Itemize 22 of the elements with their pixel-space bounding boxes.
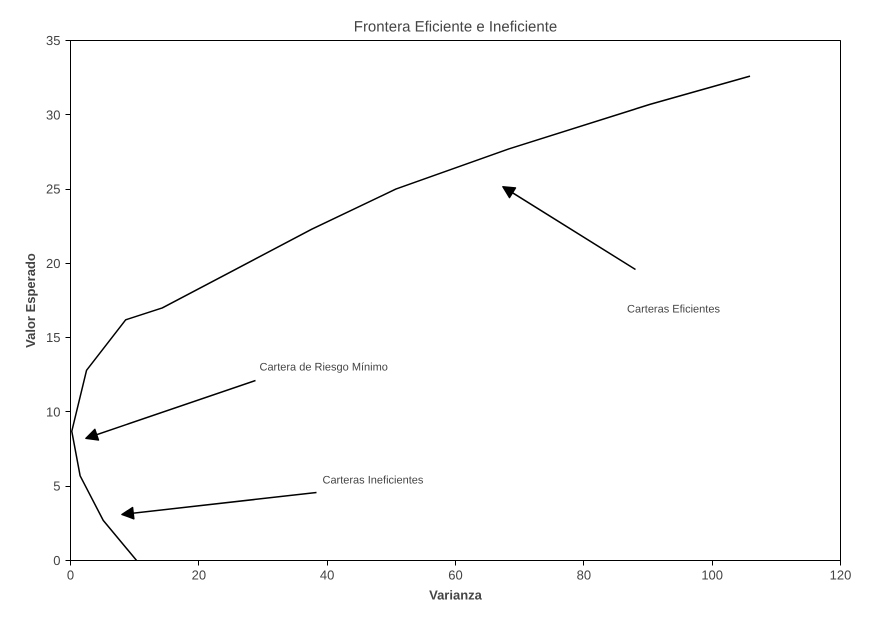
line-series	[71, 75, 751, 560]
x-tick-label: 40	[320, 568, 334, 582]
x-axis-title: Varianza	[429, 588, 483, 602]
annotation: Cartera de Riesgo Mínimo	[260, 362, 388, 374]
y-tick-label: 5	[53, 478, 61, 494]
y-tick-label: 20	[46, 256, 61, 271]
y-tick-label: 10	[46, 404, 61, 420]
x-tick-label: 120	[830, 568, 852, 582]
y-axis-title: Valor Esperado	[23, 253, 38, 348]
annotation: Carteras Eficientes	[627, 304, 720, 316]
x-tick-label: 60	[448, 568, 463, 582]
chart-title: Frontera Eficiente e Ineficiente	[354, 18, 558, 36]
y-tick-label: 35	[46, 33, 61, 48]
y-tick-label: 15	[46, 330, 61, 346]
y-tick-label: 0	[53, 553, 61, 568]
y-tick-label: 30	[46, 107, 61, 122]
annotation: Carteras Ineficientes	[322, 474, 424, 486]
x-tick-label: 20	[192, 568, 206, 582]
x-tick-label: 100	[701, 568, 724, 582]
x-tick-label: 80	[576, 568, 592, 582]
y-tick-label: 25	[46, 182, 61, 197]
x-tick-label: 0	[66, 568, 74, 582]
